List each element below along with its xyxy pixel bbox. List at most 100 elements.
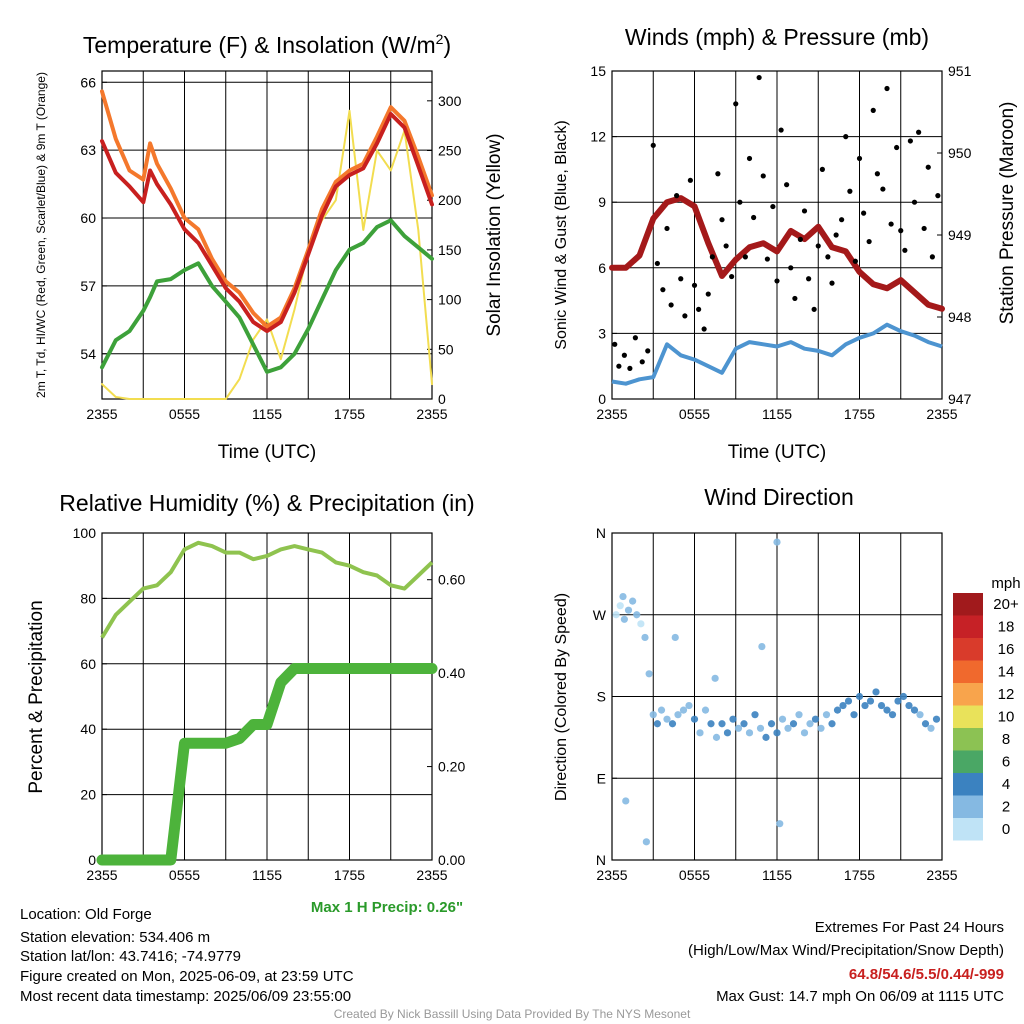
- x-tick-label: 0555: [169, 867, 200, 883]
- series-line-dewpoint: [100, 218, 434, 374]
- humidity-precipitation-chart: 0 20 40 60 80 100 0.00 0.20 0.40 0.60 2355 0555 1155…: [26, 490, 475, 916]
- credit-line: Created By Nick Bassill Using Data Provi…: [333, 1007, 691, 1021]
- colorbar-label: 18: [998, 619, 1015, 636]
- max-gust: Max Gust: 14.7 mph On 06/09 at 1115 UTC: [716, 988, 1004, 1005]
- gust-point: [884, 85, 890, 92]
- extremes-title: Extremes For Past 24 Hours: [814, 919, 1004, 936]
- y-tick-label: 60: [80, 210, 96, 226]
- gust-point: [861, 210, 867, 216]
- gust-point: [705, 291, 711, 297]
- colorbar-label: 20+: [993, 596, 1019, 613]
- colorbar-swatch: [953, 660, 983, 683]
- colorbar-label: 16: [998, 641, 1015, 658]
- colorbar-label: 6: [1002, 754, 1010, 771]
- direction-point: [629, 597, 637, 605]
- gust-point: [709, 254, 715, 260]
- y2-axis-label: Solar Insolation (Yellow): [484, 133, 505, 336]
- direction-point: [723, 729, 732, 737]
- y2-axis-label: Station Pressure (Maroon): [997, 102, 1018, 325]
- y2-tick-label: 300: [438, 93, 462, 109]
- extremes-description: (High/Low/Max Wind/Precipitation/Snow De…: [688, 942, 1004, 959]
- gust-point: [751, 214, 757, 221]
- gust-point: [774, 278, 780, 284]
- direction-point: [773, 538, 781, 546]
- gust-point: [811, 306, 817, 312]
- gust-point: [632, 335, 638, 341]
- gust-point: [742, 254, 748, 260]
- direction-point: [668, 720, 677, 728]
- direction-point: [927, 724, 935, 732]
- direction-point: [701, 706, 710, 714]
- direction-point: [877, 701, 886, 710]
- x-tick-label: 1155: [762, 406, 792, 422]
- direction-point: [806, 720, 814, 728]
- gust-point: [764, 256, 770, 262]
- y-tick-label: 100: [73, 525, 97, 541]
- title-superscript: 2: [436, 31, 444, 47]
- gust-point: [645, 348, 651, 354]
- y-tick-label: S: [597, 689, 606, 705]
- chart-title: Temperature (F) & Insolation (W/m2): [83, 31, 451, 58]
- y-tick-label: 80: [80, 590, 96, 606]
- direction-point: [817, 724, 825, 732]
- direction-point: [789, 720, 798, 728]
- gust-point: [866, 238, 872, 245]
- gust-point: [678, 276, 684, 282]
- y2-tick-label: 250: [438, 143, 462, 159]
- colorbar-label: 2: [1002, 799, 1010, 816]
- gust-point: [701, 326, 707, 332]
- y-tick-label: E: [597, 770, 606, 786]
- direction-point: [619, 592, 627, 601]
- gust-point: [825, 254, 831, 260]
- x-tick-label: 1755: [334, 406, 365, 422]
- direction-point: [932, 715, 941, 723]
- direction-point: [671, 633, 679, 642]
- direction-point: [718, 720, 726, 728]
- gust-point: [907, 138, 913, 144]
- colorbar-swatch: [953, 705, 983, 728]
- gust-point: [719, 217, 725, 223]
- x-tick-label: 2355: [926, 406, 957, 422]
- direction-point: [696, 729, 704, 737]
- direction-point: [795, 711, 803, 719]
- direction-point: [622, 797, 630, 805]
- gust-point: [691, 282, 698, 288]
- direction-point: [784, 724, 792, 732]
- direction-point: [756, 724, 765, 732]
- direction-point: [657, 706, 666, 714]
- direction-point: [637, 620, 645, 628]
- gust-point: [733, 101, 739, 107]
- direction-point: [745, 729, 754, 737]
- direction-point: [833, 706, 842, 714]
- direction-point: [679, 706, 688, 714]
- station-latlon: Station lat/lon: 43.7416; -74.9779: [20, 948, 242, 965]
- gust-point: [715, 171, 721, 177]
- gust-point: [664, 225, 670, 232]
- gust-point: [616, 363, 622, 369]
- direction-point: [711, 674, 719, 682]
- gust-point: [870, 107, 876, 113]
- chart-title: Wind Direction: [704, 484, 854, 510]
- direction-point: [663, 715, 671, 723]
- series-line-precipitation: [96, 663, 438, 866]
- gust-point: [856, 155, 863, 162]
- plot-frame: [101, 532, 433, 861]
- series-line-solar: [101, 109, 433, 400]
- direction-point: [778, 715, 787, 723]
- gust-point: [682, 313, 688, 319]
- y2-tick-label: 0: [438, 391, 446, 407]
- series-line-2m-t: [100, 112, 434, 334]
- gust-point: [612, 341, 618, 347]
- y-tick-label: N: [596, 852, 606, 868]
- gust-point: [921, 225, 927, 232]
- y-tick-label: 54: [80, 346, 96, 362]
- gust-point: [852, 258, 858, 264]
- y-tick-label: 0: [88, 852, 96, 868]
- x-tick-label: 0555: [169, 406, 200, 422]
- direction-point: [773, 729, 781, 737]
- y-tick-label: 9: [598, 194, 606, 210]
- x-axis-label: Time (UTC): [218, 442, 317, 463]
- direction-point: [899, 692, 908, 701]
- y-tick-label: 57: [80, 278, 96, 294]
